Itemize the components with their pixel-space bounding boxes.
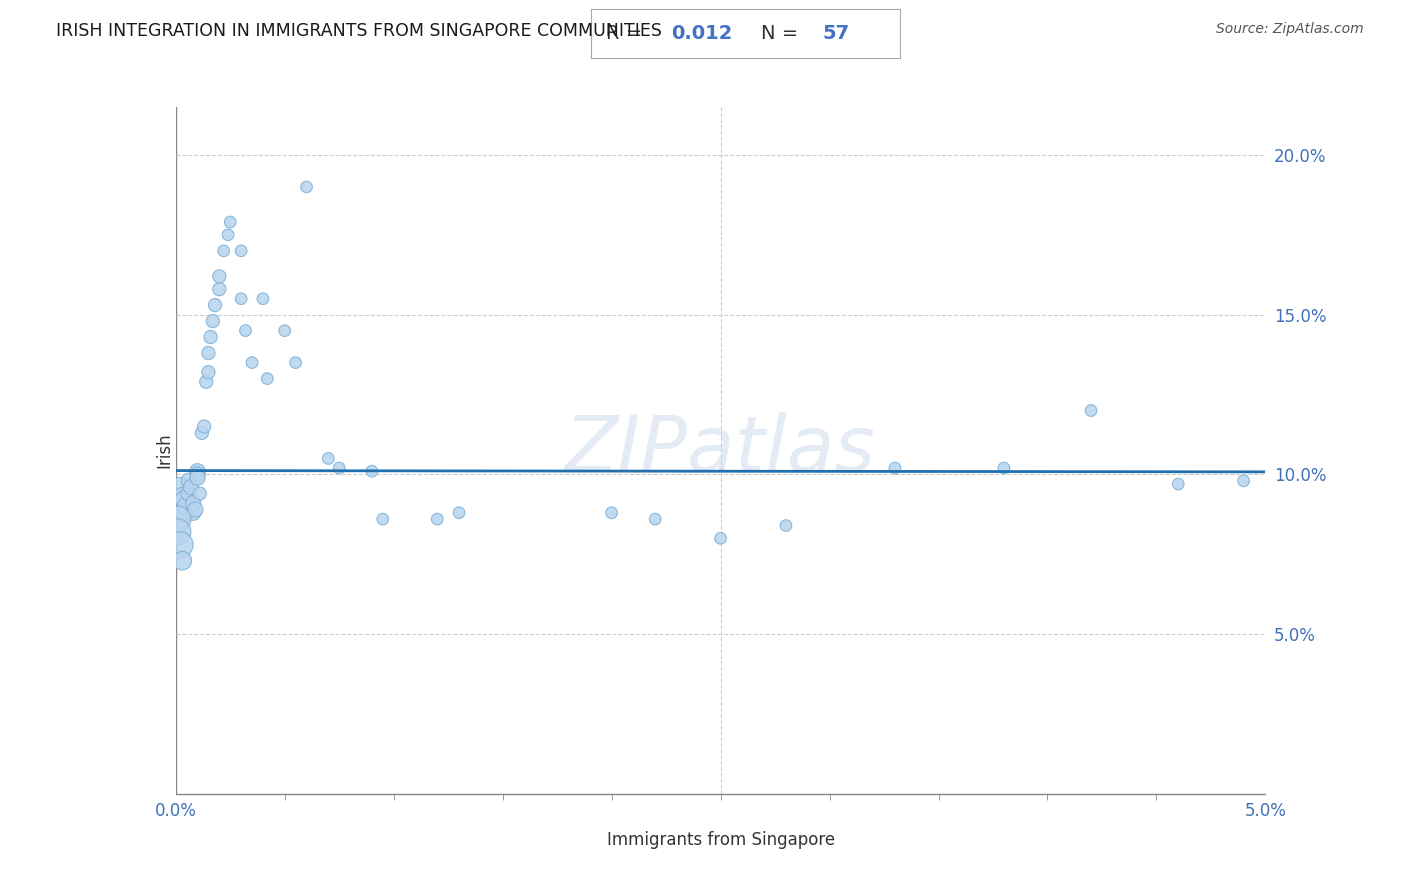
Point xyxy=(197,346,219,360)
Point xyxy=(231,244,253,258)
Point xyxy=(274,324,297,338)
Point xyxy=(884,461,907,475)
Point xyxy=(1232,474,1256,488)
Point xyxy=(169,483,191,498)
Point xyxy=(252,292,274,306)
Point xyxy=(191,425,214,440)
Point xyxy=(240,356,263,370)
Point xyxy=(993,461,1015,475)
Point xyxy=(208,282,231,296)
Point xyxy=(173,493,195,508)
Text: 0.012: 0.012 xyxy=(671,24,733,43)
X-axis label: Immigrants from Singapore: Immigrants from Singapore xyxy=(606,831,835,849)
Point xyxy=(447,506,470,520)
Point xyxy=(231,292,253,306)
Point xyxy=(186,464,209,478)
Point xyxy=(177,474,200,488)
Point xyxy=(212,244,235,258)
Point xyxy=(426,512,449,526)
Point xyxy=(177,486,200,500)
Point xyxy=(172,554,194,568)
Point xyxy=(775,518,797,533)
Point xyxy=(188,486,211,500)
Point xyxy=(200,330,222,344)
Point xyxy=(195,375,218,389)
Point xyxy=(176,500,198,514)
Point xyxy=(217,227,239,242)
Point xyxy=(181,506,204,520)
Point xyxy=(169,538,191,552)
Point xyxy=(235,324,257,338)
Point xyxy=(197,365,219,379)
Point xyxy=(1080,403,1102,417)
Point xyxy=(167,512,190,526)
Point xyxy=(181,496,204,510)
Point xyxy=(1167,477,1189,491)
Point xyxy=(167,524,190,539)
Point xyxy=(201,314,224,328)
Point xyxy=(371,512,394,526)
Text: IRISH INTEGRATION IN IMMIGRANTS FROM SINGAPORE COMMUNITIES: IRISH INTEGRATION IN IMMIGRANTS FROM SIN… xyxy=(56,22,662,40)
Point xyxy=(360,464,382,478)
Point xyxy=(172,490,194,504)
Point xyxy=(295,180,318,194)
Text: ZIPatlas: ZIPatlas xyxy=(565,412,876,489)
Text: N =: N = xyxy=(761,24,804,43)
Point xyxy=(204,298,226,312)
Y-axis label: Irish: Irish xyxy=(156,433,173,468)
Text: R =: R = xyxy=(606,24,648,43)
Point xyxy=(318,451,340,466)
Point xyxy=(284,356,307,370)
Point xyxy=(644,512,666,526)
Point xyxy=(328,461,350,475)
Point xyxy=(219,215,242,229)
Point xyxy=(186,470,209,484)
Point xyxy=(208,269,231,284)
Point xyxy=(193,419,215,434)
Text: Source: ZipAtlas.com: Source: ZipAtlas.com xyxy=(1216,22,1364,37)
Point xyxy=(173,506,195,520)
Point xyxy=(600,506,623,520)
Point xyxy=(186,467,209,482)
Point xyxy=(256,371,278,385)
Point xyxy=(180,480,202,494)
Text: 57: 57 xyxy=(823,24,849,43)
Point xyxy=(184,502,207,516)
Point xyxy=(710,531,733,545)
